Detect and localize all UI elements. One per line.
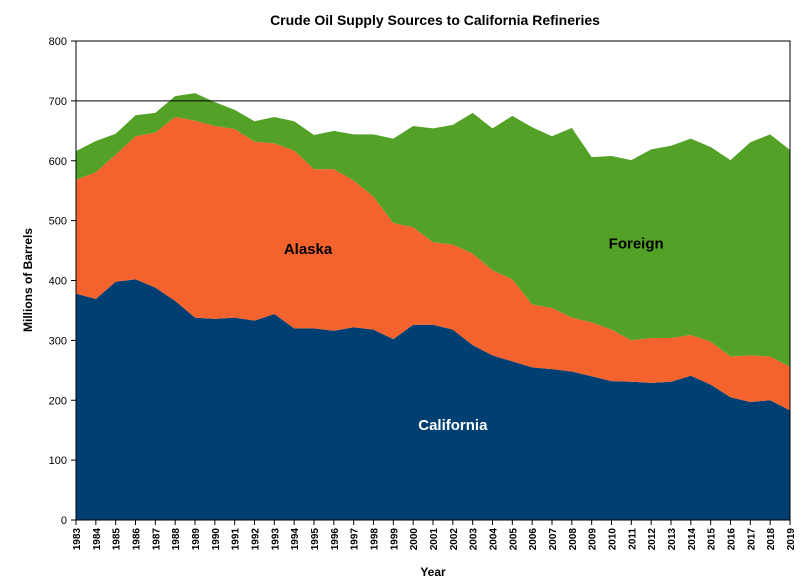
x-tick-label: 1985 <box>112 528 123 551</box>
x-tick-label: 2007 <box>548 528 559 551</box>
y-tick-label: 500 <box>49 216 67 228</box>
x-tick-label: 1995 <box>310 528 321 551</box>
area-california <box>76 279 790 520</box>
y-axis-ticks: 0 100 200 300 400 500 600 700 800 <box>49 36 76 527</box>
x-axis-ticks: 1983 1984 1985 1986 1987 1988 1989 1990 1991 1992… <box>72 520 797 550</box>
x-tick-label: 1988 <box>171 528 182 551</box>
x-tick-label: 2015 <box>707 528 718 551</box>
y-tick-label: 400 <box>49 276 67 288</box>
x-tick-label: 2002 <box>449 528 460 551</box>
x-tick-label: 2010 <box>608 528 619 551</box>
x-tick-label: 2019 <box>786 528 797 551</box>
x-tick-label: 2018 <box>766 528 777 551</box>
x-tick-label: 2000 <box>409 528 420 551</box>
y-tick-label: 800 <box>49 36 67 48</box>
x-tick-label: 2008 <box>568 528 579 551</box>
x-tick-label: 1999 <box>389 528 400 551</box>
x-tick-label: 2013 <box>667 528 678 551</box>
x-tick-label: 2003 <box>469 528 480 551</box>
x-tick-label: 1987 <box>151 528 162 551</box>
x-tick-label: 2017 <box>746 528 757 551</box>
x-tick-label: 1986 <box>132 528 143 551</box>
x-tick-label: 2011 <box>627 528 638 550</box>
y-tick-label: 100 <box>49 455 67 467</box>
x-tick-label: 1990 <box>211 528 222 551</box>
chart-title: Crude Oil Supply Sources to California R… <box>270 12 600 28</box>
x-tick-label: 1993 <box>270 528 281 551</box>
x-tick-label: 1991 <box>231 528 242 551</box>
area-label-alaska: Alaska <box>284 241 333 258</box>
area-label-foreign: Foreign <box>609 236 664 253</box>
chart-areas <box>76 93 790 520</box>
x-tick-label: 1994 <box>290 528 301 551</box>
y-axis-title: Millions of Barrels <box>21 228 35 332</box>
x-tick-label: 2014 <box>687 528 698 551</box>
x-tick-label: 1998 <box>370 528 381 551</box>
x-tick-label: 1997 <box>350 528 361 551</box>
x-tick-label: 1996 <box>330 528 341 551</box>
x-tick-label: 2005 <box>508 528 519 551</box>
x-tick-label: 1983 <box>72 528 83 551</box>
x-tick-label: 2006 <box>528 528 539 551</box>
x-tick-label: 2016 <box>727 528 738 551</box>
x-tick-label: 2001 <box>429 528 440 551</box>
area-foreign <box>76 93 790 367</box>
x-tick-label: 1989 <box>191 528 202 551</box>
y-tick-label: 700 <box>49 96 67 108</box>
area-labels: California Alaska Foreign <box>284 236 664 434</box>
area-label-california: California <box>418 417 488 434</box>
y-tick-label: 0 <box>61 515 67 527</box>
y-tick-label: 200 <box>49 395 67 407</box>
x-tick-label: 2009 <box>588 528 599 551</box>
area-alaska <box>76 117 790 411</box>
x-tick-label: 2004 <box>489 528 500 551</box>
x-tick-label: 1992 <box>251 528 262 551</box>
y-tick-label: 300 <box>49 335 67 347</box>
x-tick-label: 2012 <box>647 528 658 551</box>
x-axis-title: Year <box>420 565 446 579</box>
y-tick-label: 600 <box>49 156 67 168</box>
x-tick-label: 1984 <box>92 528 103 551</box>
